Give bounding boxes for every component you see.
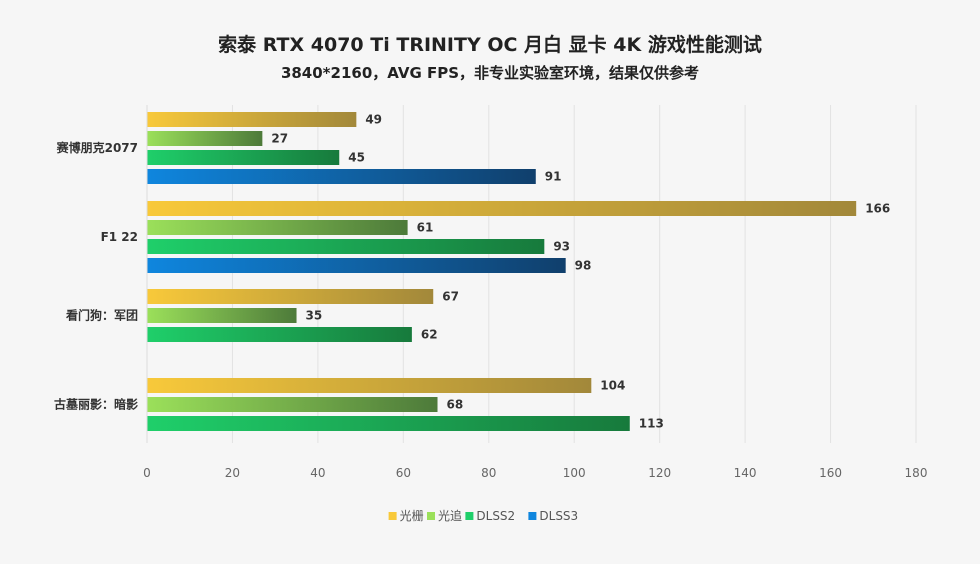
data-label: 68 (447, 398, 464, 412)
legend-item: 光追 (438, 508, 462, 523)
data-label: 45 (348, 151, 365, 165)
x-tick-label: 160 (819, 466, 842, 480)
x-tick-label: 40 (310, 466, 325, 480)
x-tick-label: 20 (225, 466, 240, 480)
category-label: 看门狗：军团 (66, 308, 138, 323)
x-tick-label: 120 (648, 466, 671, 480)
x-tick-label: 100 (563, 466, 586, 480)
category-label: F1 22 (101, 230, 138, 244)
data-label: 35 (306, 309, 323, 323)
x-tick-label: 0 (143, 466, 151, 480)
data-label: 98 (575, 259, 592, 273)
bar (147, 239, 545, 254)
bar (147, 378, 592, 393)
category-label: 古墓丽影：暗影 (54, 397, 138, 412)
data-label: 113 (639, 417, 664, 431)
data-label: 67 (442, 290, 459, 304)
data-label: 27 (271, 132, 288, 146)
bar (147, 308, 297, 323)
bar (147, 201, 857, 216)
legend-item: DLSS2 (476, 509, 515, 523)
chart-title: 索泰 RTX 4070 Ti TRINITY OC 月白 显卡 4K 游戏性能测… (218, 34, 762, 56)
bar (147, 112, 357, 127)
chart-subtitle: 3840*2160，AVG FPS，非专业实验室环境，结果仅供参考 (280, 64, 700, 82)
legend-item: 光栅 (400, 508, 424, 523)
legend-item: DLSS3 (539, 509, 578, 523)
data-label: 61 (417, 221, 434, 235)
data-label: 49 (365, 113, 382, 127)
bar (147, 258, 566, 273)
x-tick-label: 140 (734, 466, 757, 480)
bar (147, 327, 412, 342)
x-tick-label: 80 (481, 466, 496, 480)
bar (147, 416, 630, 431)
legend-swatch (465, 512, 474, 520)
data-label: 93 (553, 240, 570, 254)
bar (147, 169, 536, 184)
data-label: 91 (545, 170, 562, 184)
legend-swatch (388, 512, 397, 520)
x-tick-label: 60 (396, 466, 411, 480)
bar (147, 150, 340, 165)
bar (147, 220, 408, 235)
bar (147, 131, 263, 146)
category-label: 赛博朋克2077 (56, 140, 138, 155)
data-label: 166 (865, 202, 890, 216)
bar (147, 289, 434, 304)
data-label: 62 (421, 328, 438, 342)
legend-swatch (528, 512, 537, 520)
bar (147, 397, 438, 412)
data-label: 104 (600, 379, 625, 393)
x-tick-label: 180 (905, 466, 928, 480)
legend-swatch (427, 512, 435, 520)
